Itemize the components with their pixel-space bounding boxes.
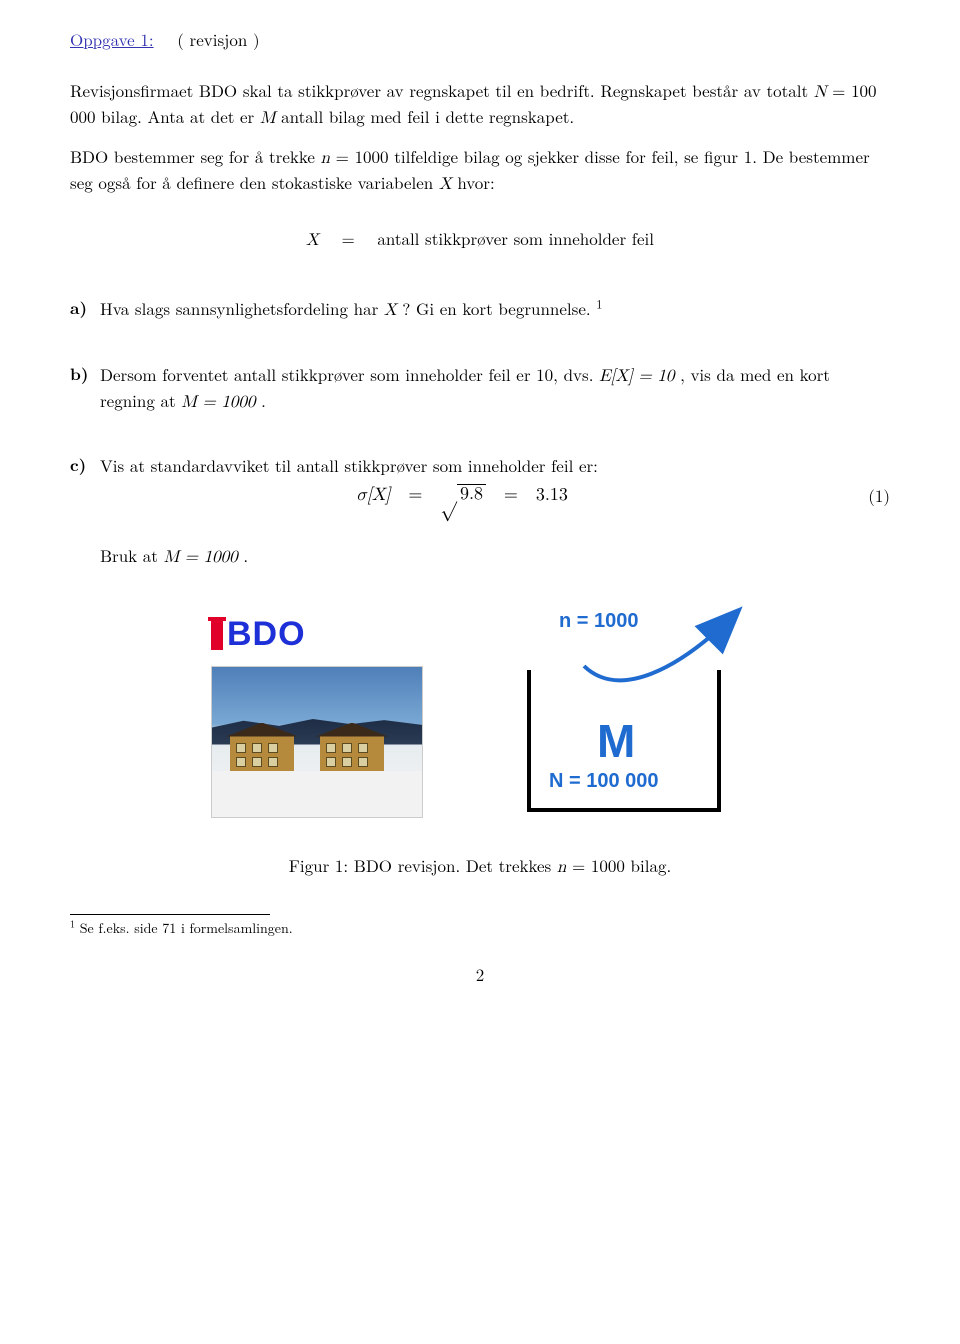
eq-equals: = <box>492 486 530 504</box>
photo <box>211 666 423 818</box>
question-a: a) Hva slags sannsynlighetsfordeling har… <box>70 297 890 323</box>
question-a-body: Hva slags sannsynlighetsfordeling har X … <box>100 297 890 323</box>
label-c: c) <box>70 454 100 477</box>
text: Dersom forventet antall stikkprøver som … <box>100 362 599 386</box>
label-N-total: N = 100 000 <box>549 768 659 795</box>
sqrt-icon: √ 9.8 <box>440 484 486 505</box>
page-number: 2 <box>70 963 890 986</box>
var-N: N <box>814 84 827 101</box>
var-n: n <box>557 859 566 876</box>
task-subtitle: ( revisjon ) <box>177 27 259 51</box>
paragraph-1: Revisjonsfirmaet BDO skal ta stikkprøver… <box>70 79 890 131</box>
var-X: X <box>439 176 452 193</box>
text: antall bilag med feil i dette regnskapet… <box>281 104 574 128</box>
text: . <box>243 543 248 567</box>
figure-1: BDO <box>70 600 890 880</box>
text: BDO bestemmer seg for å trekke <box>70 144 321 168</box>
question-c-body: Vis at standardavviket til antall stikkp… <box>100 454 890 477</box>
text: = <box>832 78 851 102</box>
task-heading: Oppgave 1: ( revisjon ) <box>70 28 890 51</box>
bdo-mark-icon <box>211 620 223 650</box>
eq-equals: = <box>396 486 434 504</box>
text: ? Gi en kort begrunnelse. <box>402 296 596 320</box>
figure-caption: Figur 1: BDO revisjon. Det trekkes n = 1… <box>70 854 890 880</box>
equation-1: σ[X] = √ 9.8 = 3.13 (1) <box>70 483 890 507</box>
text: = 1000 bilag. <box>572 853 671 877</box>
footnote-rule <box>70 914 270 915</box>
text: = <box>336 144 355 168</box>
figure-content: BDO <box>211 600 749 830</box>
question-b: b) Dersom forventet antall stikkprøver s… <box>70 363 890 415</box>
beaker-diagram: n = 1000 M N = 100 000 <box>469 600 749 830</box>
expr-M: M = 1000 <box>181 394 255 411</box>
eq-sigma: σ[X] <box>356 486 390 504</box>
page: Oppgave 1: ( revisjon ) Revisjonsfirmaet… <box>10 0 950 1026</box>
text: Hva slags sannsynlighetsfordeling har <box>100 296 384 320</box>
house-icon <box>230 735 294 773</box>
label-a: a) <box>70 297 100 320</box>
text: Figur 1: BDO revisjon. Det trekkes <box>289 853 557 877</box>
expr-M: M = 1000 <box>164 549 238 566</box>
equation-number: (1) <box>854 484 890 507</box>
var-n: n <box>321 150 330 167</box>
label-b: b) <box>70 363 100 386</box>
expr-EX: E[X] = 10 <box>599 368 674 385</box>
footnote-mark: 1 <box>70 916 75 930</box>
sqrt-value: 9.8 <box>457 484 486 505</box>
bdo-logo-text: BDO <box>227 612 306 658</box>
eq-lhs: X <box>306 232 319 249</box>
task-number-link[interactable]: Oppgave 1: <box>70 27 154 51</box>
footnote-ref-1[interactable]: 1 <box>596 294 602 312</box>
text: Vis at standardavviket til antall stikkp… <box>100 453 598 477</box>
radical-icon: √ <box>440 486 457 506</box>
question-b-body: Dersom forventet antall stikkprøver som … <box>100 363 890 415</box>
eq-result: 3.13 <box>536 486 568 504</box>
bdo-logo: BDO <box>211 612 306 658</box>
label-n-sample: n = 1000 <box>559 608 639 635</box>
paragraph-2: BDO bestemmer seg for å trekke n = 1000 … <box>70 145 890 197</box>
value-n: 1000 <box>355 144 389 168</box>
eq-equals: = <box>324 226 371 250</box>
equation-body: σ[X] = √ 9.8 = 3.13 <box>70 483 854 507</box>
question-c: c) Vis at standardavviket til antall sti… <box>70 454 890 477</box>
snow-icon <box>212 771 422 817</box>
text: Revisjonsfirmaet BDO skal ta stikkprøver… <box>70 78 814 102</box>
label-M: M <box>597 710 635 772</box>
text: bilag. Anta at det er <box>101 104 260 128</box>
text: . <box>261 388 266 412</box>
footnote-1: 1 Se f.eks. side 71 i formelsamlingen. <box>70 919 890 938</box>
text: hvor: <box>457 170 494 194</box>
var-M: M <box>260 110 276 127</box>
var-X: X <box>384 302 397 319</box>
text: Bruk at <box>100 543 164 567</box>
bruk-line: Bruk at M = 1000 . <box>100 544 890 570</box>
house-icon <box>320 735 384 773</box>
definition-X: X = antall stikkprøver som inneholder fe… <box>70 227 890 253</box>
footnote-text: Se f.eks. side 71 i formelsamlingen. <box>80 918 293 938</box>
eq-rhs: antall stikkprøver som inneholder feil <box>377 226 654 250</box>
figure-left: BDO <box>211 612 423 818</box>
